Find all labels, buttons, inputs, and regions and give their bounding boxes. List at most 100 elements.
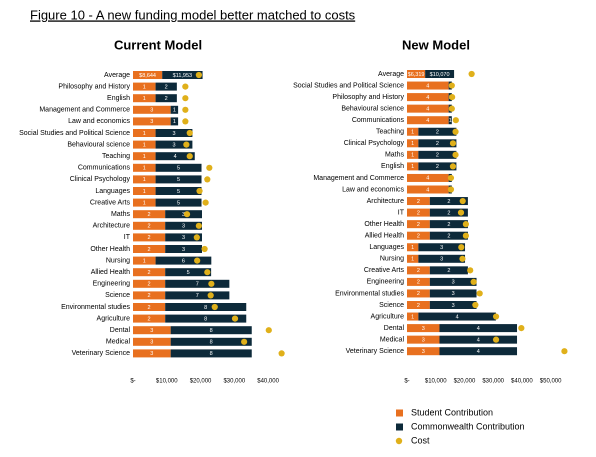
cost-dot — [201, 245, 208, 253]
bar-segment — [165, 291, 230, 300]
band-label: 1 — [411, 245, 414, 251]
band-label: 1 — [411, 130, 414, 136]
band-label: 1 — [143, 258, 146, 264]
band-label: 2 — [417, 268, 420, 274]
legend-label: Student Contribution — [411, 407, 493, 417]
cost-dot — [476, 290, 483, 297]
bar-segment — [418, 162, 457, 171]
band-label: 2 — [447, 268, 450, 274]
bar-segment — [407, 162, 419, 171]
bar-segment — [418, 127, 457, 136]
bar-segment — [155, 256, 212, 265]
bar-segment — [407, 335, 440, 344]
band-label: 4 — [456, 314, 459, 320]
bar-segment — [133, 105, 171, 114]
category-label: English — [381, 163, 404, 170]
category-label: Veterinary Science — [72, 350, 130, 357]
band-label: 3 — [172, 131, 175, 137]
bar-segment — [448, 116, 452, 125]
bar-segment — [170, 337, 252, 346]
category-label: Medical — [380, 336, 405, 343]
bar-segment — [407, 197, 430, 206]
cost-dot — [470, 278, 477, 285]
band-label: 2 — [417, 199, 420, 205]
category-label: Agriculture — [97, 315, 131, 322]
band-label: 8 — [210, 351, 213, 357]
bar-segment — [418, 254, 466, 263]
bar-segment — [429, 289, 477, 298]
band-label: 2 — [165, 96, 168, 102]
bar-segment — [429, 266, 468, 275]
cost-dot — [196, 187, 203, 195]
bar-segment — [162, 71, 203, 79]
category-label: Allied Health — [91, 269, 130, 276]
band-label: 3 — [422, 349, 425, 355]
bar-segment — [133, 82, 156, 91]
category-label: Environmental studies — [335, 290, 404, 297]
bar-segment — [418, 139, 457, 148]
band-label: 2 — [148, 293, 151, 299]
band-label: 4 — [174, 154, 177, 160]
band-label: 3 — [150, 119, 153, 125]
bar-segment — [133, 163, 156, 172]
x-tick-label: $50,000 — [540, 379, 562, 385]
category-label: Science — [379, 302, 404, 309]
band-label: 5 — [177, 166, 180, 172]
band-label: 3 — [172, 142, 175, 148]
bar-segment — [133, 94, 156, 103]
cost-dot — [462, 221, 469, 228]
bar-segment — [407, 70, 426, 78]
bar-segment — [155, 175, 202, 184]
category-label: Management and Commerce — [313, 175, 404, 182]
bar-segment — [133, 245, 166, 253]
category-label: Maths — [111, 211, 131, 218]
bar-segment — [133, 129, 156, 137]
bar-segment — [418, 312, 496, 321]
category-label: Creative Arts — [90, 199, 131, 206]
bar-segment — [133, 71, 163, 79]
category-label: Communications — [78, 165, 131, 172]
cost-dot — [447, 186, 455, 193]
bar-segment — [170, 326, 252, 335]
band-label: 1 — [143, 96, 146, 102]
bar-segment — [429, 277, 477, 286]
category-label: Clinical Psychology — [344, 140, 405, 147]
cost-dot — [448, 105, 455, 112]
bar-segment — [407, 150, 419, 159]
bar-segment — [133, 268, 166, 277]
cost-dot — [202, 199, 209, 206]
bar-segment — [133, 221, 166, 230]
bar-segment — [133, 326, 171, 335]
band-label: 2 — [417, 280, 420, 286]
value-label: $10,070 — [430, 72, 450, 78]
bar-segment — [133, 314, 166, 323]
cost-dot — [194, 257, 201, 264]
value-label: $11,953 — [173, 73, 192, 79]
band-label: 3 — [182, 212, 185, 218]
x-tick-label: $10,000 — [425, 379, 447, 385]
x-tick-label: $10,000 — [156, 379, 178, 385]
bar-segment — [407, 277, 430, 286]
cost-dot — [208, 280, 215, 287]
cost-dot — [186, 153, 193, 160]
x-tick-label: $- — [130, 379, 135, 385]
band-label: 1 — [143, 189, 146, 195]
band-label: 3 — [422, 337, 425, 343]
cost-dot — [449, 163, 457, 170]
band-label: 3 — [422, 326, 425, 332]
band-label: 3 — [440, 257, 443, 263]
bar-segment — [165, 210, 202, 219]
band-label: 4 — [426, 106, 429, 112]
bar-segment — [155, 82, 177, 91]
legend-label: Commonwealth Contribution — [411, 421, 525, 431]
category-label: Maths — [385, 152, 405, 159]
bar-segment — [155, 198, 202, 207]
bar-segment — [165, 245, 202, 253]
bar-segment — [170, 105, 179, 114]
bar-segment — [133, 187, 156, 195]
band-label: 2 — [447, 210, 450, 216]
legend-label: Cost — [411, 435, 430, 445]
band-label: 2 — [436, 141, 439, 147]
bar-segment — [429, 301, 477, 309]
bar-segment — [133, 210, 166, 219]
